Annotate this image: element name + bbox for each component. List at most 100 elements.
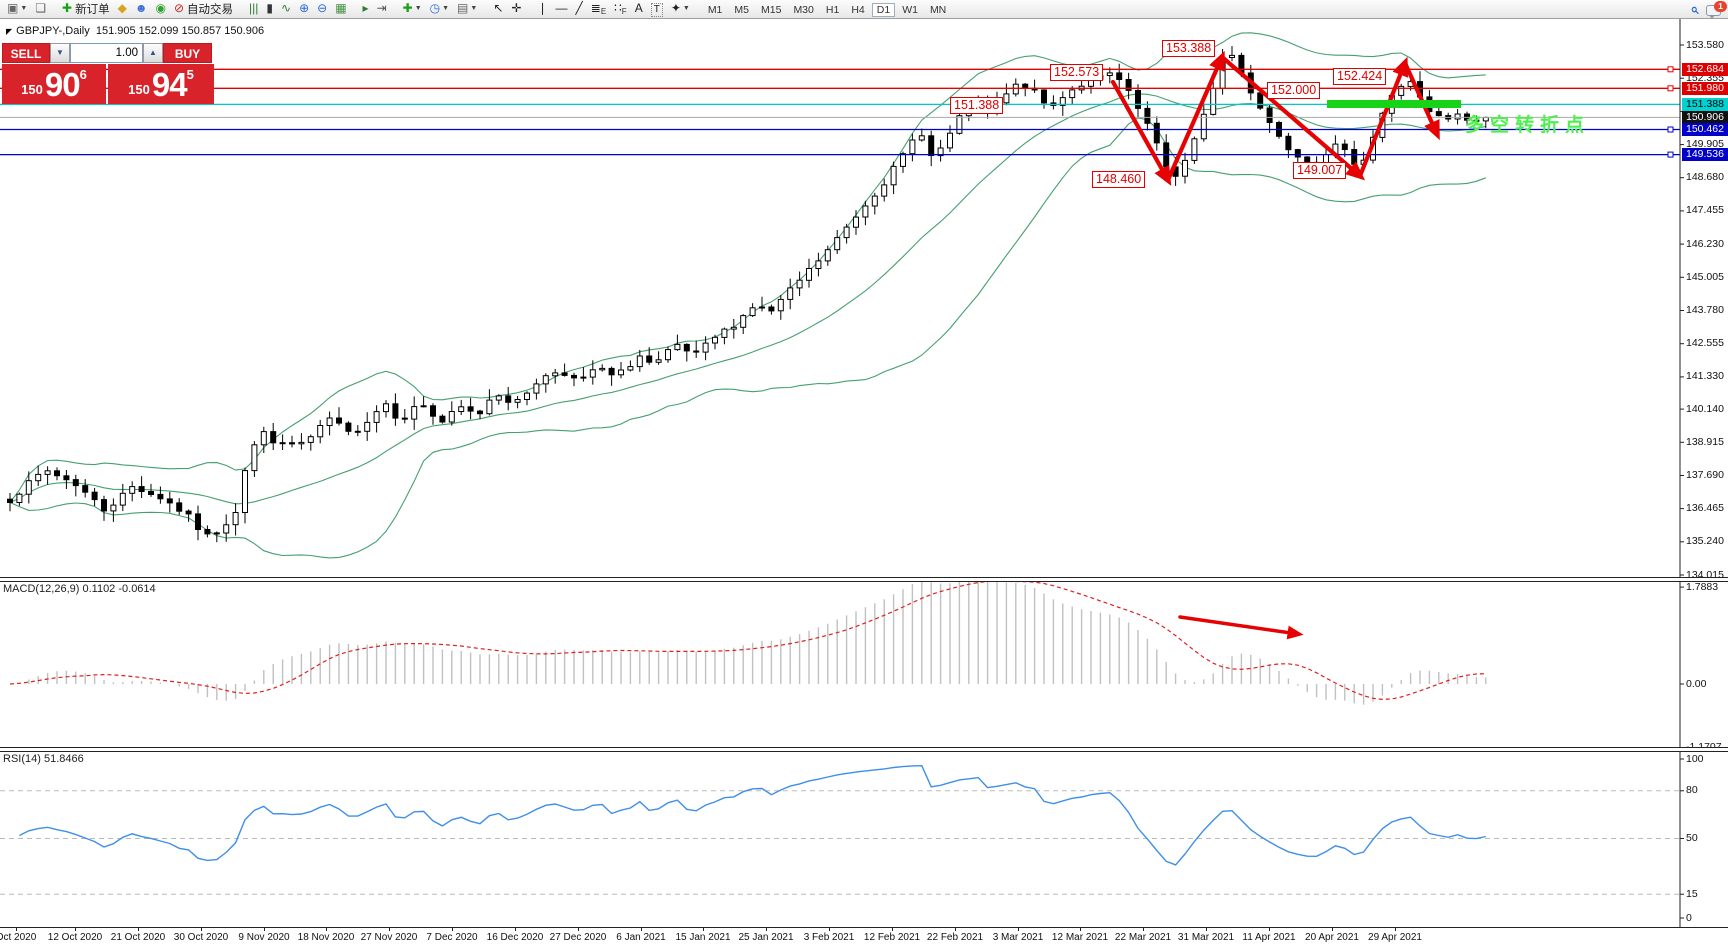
- rsi-canvas[interactable]: [0, 751, 1728, 927]
- main-chart-panel[interactable]: ◤ GBPJPY-,Daily 151.905 152.099 150.857 1…: [0, 19, 1728, 581]
- chart-window-button[interactable]: ▣ ▼: [4, 0, 30, 17]
- buy-button[interactable]: BUY: [163, 43, 212, 63]
- analysis-note-text[interactable]: 多空转折点: [1465, 115, 1591, 136]
- fibonacci-button[interactable]: ∷ F: [611, 0, 630, 17]
- timeframe-m5[interactable]: M5: [734, 4, 749, 16]
- price-annotation-tag[interactable]: 152.000: [1267, 82, 1321, 99]
- timeframe-h4[interactable]: H4: [851, 4, 865, 16]
- label-button[interactable]: T: [648, 2, 666, 19]
- price-annotation-tag[interactable]: 151.388: [950, 97, 1004, 114]
- price-tick-label: 141.330: [1686, 370, 1724, 383]
- timeframe-m1[interactable]: M1: [707, 4, 723, 16]
- market-watch-button[interactable]: ☻: [132, 0, 151, 17]
- date-tick: [326, 928, 327, 931]
- ask-price-display[interactable]: 150 94 5: [108, 64, 214, 104]
- date-label: 27 Dec 2020: [549, 932, 607, 943]
- timeframe-h1[interactable]: H1: [825, 4, 840, 16]
- cursor-button[interactable]: ↖: [490, 0, 506, 17]
- price-annotation-tag[interactable]: 152.424: [1333, 68, 1387, 85]
- price-chart-canvas[interactable]: [0, 19, 1728, 577]
- date-tick: [16, 928, 17, 931]
- price-tick-label: 148.680: [1686, 171, 1724, 184]
- vertical-line-button[interactable]: ❘: [534, 0, 550, 17]
- trend-arrow-segment: [1402, 60, 1440, 141]
- search-icon[interactable]: ⌕: [1685, 5, 1703, 14]
- price-annotation-tag[interactable]: 149.007: [1293, 162, 1347, 179]
- auto-scroll-button[interactable]: ▸: [360, 0, 372, 17]
- autotrading-button[interactable]: ⊘ 自动交易: [171, 0, 236, 17]
- macd-tick-label: 1.7883: [1686, 580, 1719, 593]
- rsi-panel[interactable]: RSI(14) 51.8466 100 80 50 15 0: [0, 751, 1728, 927]
- timeframe-m15[interactable]: M15: [761, 4, 782, 16]
- auto-scroll-icon: ▸: [362, 1, 369, 16]
- date-tick: [766, 928, 767, 931]
- chevron-down-icon: ▼: [470, 5, 478, 13]
- new-order-button[interactable]: ✚ 新订单: [59, 0, 113, 17]
- date-tick: [829, 928, 830, 931]
- price-annotation-tag[interactable]: 148.460: [1092, 171, 1146, 188]
- panel-divider[interactable]: [0, 747, 1728, 752]
- signals-button[interactable]: ◉: [152, 0, 168, 17]
- bar-chart-button[interactable]: |||: [246, 0, 261, 17]
- macd-canvas[interactable]: [0, 581, 1728, 747]
- date-label: 20 Apr 2021: [1305, 932, 1359, 943]
- ohlc-readout: 151.905 152.099 150.857 150.906: [95, 25, 265, 37]
- profiles-button[interactable]: ❏: [32, 0, 49, 17]
- price-tick-label: 136.465: [1686, 502, 1724, 515]
- macd-panel[interactable]: MACD(12,26,9) 0.1102 -0.0614 1.78830.00-…: [0, 580, 1728, 753]
- indicators-button[interactable]: ✚ ▼: [400, 0, 425, 17]
- volume-decrease-button[interactable]: ▼: [50, 43, 70, 63]
- macd-tick-label: 0.00: [1686, 677, 1707, 690]
- periods-button[interactable]: ◷ ▼: [427, 0, 452, 17]
- date-axis[interactable]: Oct 2020 12 Oct 2020 21 Oct 2020 30 Oct 202…: [0, 927, 1728, 946]
- panel-divider[interactable]: [0, 577, 1728, 582]
- price-annotation-tag[interactable]: 152.573: [1050, 64, 1104, 81]
- zoom-in-button[interactable]: ⊕: [296, 0, 312, 17]
- price-annotation-tag[interactable]: 153.388: [1162, 40, 1216, 57]
- date-tick: [1206, 928, 1207, 931]
- price-tick-label: 146.230: [1686, 237, 1724, 250]
- macd-label: MACD(12,26,9) 0.1102 -0.0614: [3, 583, 156, 595]
- candlestick-chart-button[interactable]: ▮: [263, 0, 276, 17]
- price-tick-label: 145.005: [1686, 270, 1724, 283]
- metaeditor-button[interactable]: ◆: [115, 0, 130, 17]
- text-button[interactable]: A: [632, 0, 646, 17]
- date-label: 18 Nov 2020: [297, 932, 355, 943]
- zoom-out-button[interactable]: ⊖: [314, 0, 330, 17]
- arrows-button[interactable]: ✦ ▼: [668, 0, 693, 17]
- price-tick-label: 140.140: [1686, 402, 1724, 415]
- trendline-button[interactable]: ╱: [573, 0, 586, 17]
- line-chart-button[interactable]: ∿: [278, 0, 294, 17]
- tile-windows-button[interactable]: ▦: [332, 0, 349, 17]
- price-tick-label: 149.905: [1686, 138, 1724, 151]
- price-tick-label: 153.580: [1686, 38, 1724, 51]
- volume-input[interactable]: [70, 43, 143, 63]
- volume-increase-button[interactable]: ▲: [143, 43, 163, 63]
- horizontal-line-button[interactable]: ―: [553, 0, 571, 17]
- trend-arrow-segment: [1165, 50, 1225, 183]
- bollinger-middle-band: [9, 93, 1486, 505]
- date-label: 16 Dec 2020: [486, 932, 544, 943]
- timeframe-d1[interactable]: D1: [871, 3, 896, 17]
- date-tick: [1395, 928, 1396, 931]
- timeframe-w1[interactable]: W1: [902, 4, 918, 16]
- bid-price-display[interactable]: 150 90 6: [2, 64, 106, 104]
- timeframe-m30[interactable]: M30: [793, 4, 814, 16]
- rsi-tick-label: 100: [1686, 752, 1704, 765]
- sell-button[interactable]: SELL: [2, 43, 50, 63]
- crosshair-button[interactable]: ✛: [508, 0, 524, 17]
- label-icon: T: [650, 3, 663, 18]
- date-tick: [201, 928, 202, 931]
- price-badge-149.536: 149.536: [1682, 148, 1728, 162]
- notifications-button[interactable]: 1: [1706, 1, 1727, 19]
- timeframe-mn[interactable]: MN: [929, 4, 947, 16]
- templates-button[interactable]: ▤ ▼: [454, 0, 480, 17]
- periods-icon: ◷: [429, 1, 441, 16]
- zoom-out-icon: ⊖: [317, 1, 328, 16]
- support-zone-bar[interactable]: [1327, 100, 1461, 108]
- rsi-tick-label: 15: [1686, 887, 1698, 900]
- price-badge-152.684: 152.684: [1682, 62, 1728, 76]
- date-tick: [138, 928, 139, 931]
- chart-shift-button[interactable]: ⇥: [374, 0, 390, 17]
- equidistant-channel-button[interactable]: ≣ E: [588, 0, 609, 17]
